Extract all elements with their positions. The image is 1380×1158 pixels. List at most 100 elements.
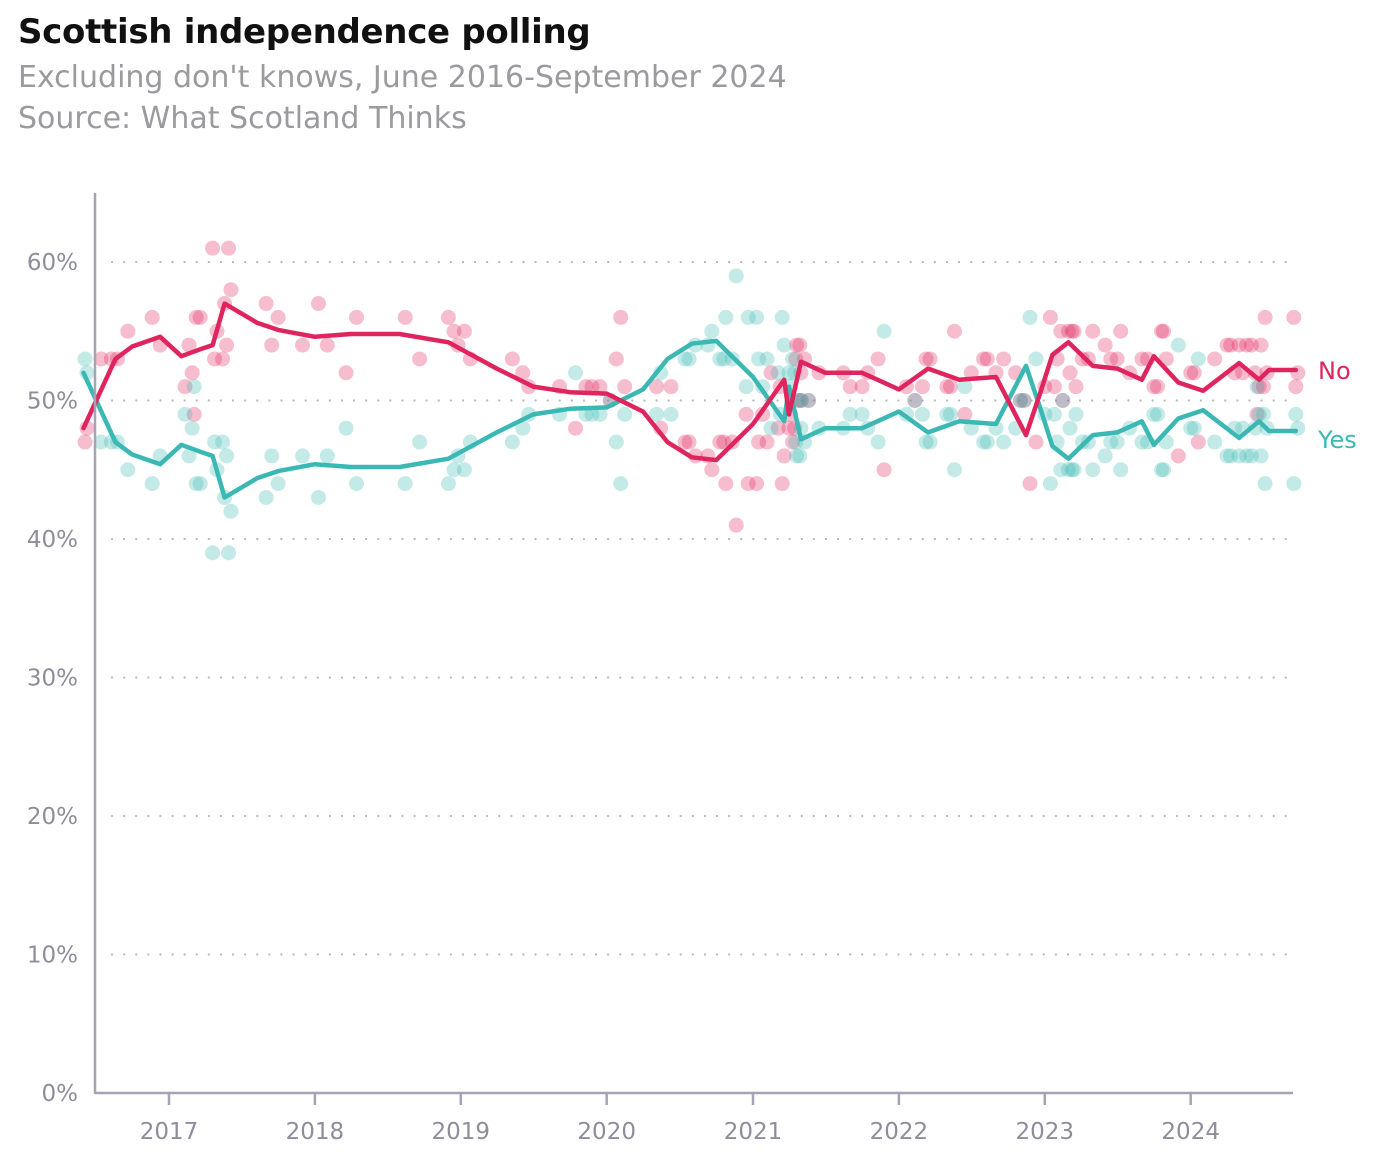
poll-point-yes (907, 393, 923, 408)
poll-point-no (1257, 309, 1273, 325)
poll-point-yes (976, 434, 992, 450)
poll-point-yes (144, 476, 160, 492)
poll-point-no (1154, 323, 1170, 339)
poll-point-no (258, 296, 274, 312)
poll-point-no (996, 351, 1012, 367)
poll-point-yes (1113, 462, 1129, 478)
poll-point-yes (801, 393, 817, 408)
poll-point-no (1243, 337, 1259, 353)
y-tick-label: 0% (42, 1081, 79, 1107)
y-tick-label: 40% (27, 527, 78, 553)
poll-point-no (1046, 379, 1062, 395)
poll-point-no (918, 351, 934, 367)
poll-point-no (1134, 351, 1150, 367)
poll-point-yes (979, 434, 995, 450)
poll-point-yes (223, 503, 239, 519)
poll-point-no (1012, 393, 1028, 408)
poll-point-yes (1062, 420, 1078, 436)
poll-point-no (177, 379, 193, 395)
poll-point-yes (1154, 462, 1170, 478)
poll-point-no (504, 351, 520, 367)
poll-point-no (412, 351, 428, 367)
poll-point-no (1231, 337, 1247, 353)
poll-point-no (801, 393, 817, 408)
poll-point-yes (922, 434, 938, 450)
poll-point-yes (1170, 337, 1186, 353)
poll-point-yes (842, 406, 858, 422)
y-tick-label: 20% (27, 804, 78, 830)
poll-point-no (1085, 323, 1101, 339)
poll-point-no (1022, 476, 1038, 492)
poll-point-yes (440, 476, 456, 492)
poll-point-no (1150, 379, 1166, 395)
poll-point-no (207, 351, 223, 367)
poll-point-no (677, 434, 693, 450)
poll-point-no (1170, 448, 1186, 464)
poll-point-yes (1012, 393, 1028, 408)
poll-point-no (914, 379, 930, 395)
poll-point-yes (789, 448, 805, 464)
poll-point-no (946, 323, 962, 339)
poll-point-no (1064, 323, 1080, 339)
poll-point-yes (781, 365, 797, 381)
poll-point-no (1186, 365, 1202, 381)
poll-point-yes (870, 434, 886, 450)
poll-point-no (215, 351, 231, 367)
poll-point-yes (584, 406, 600, 422)
x-tick-label: 2022 (870, 1119, 929, 1145)
poll-point-yes (1223, 448, 1239, 464)
poll-point-no (759, 434, 775, 450)
poll-point-no (939, 379, 955, 395)
poll-point-yes (181, 448, 197, 464)
poll-point-no (1016, 393, 1032, 408)
poll-point-no (181, 337, 197, 353)
series-label-no: No (1318, 357, 1351, 385)
poll-point-yes (1239, 448, 1255, 464)
poll-point-no (77, 434, 93, 450)
poll-point-yes (677, 351, 693, 367)
poll-point-no (515, 365, 531, 381)
poll-point-yes (876, 323, 892, 339)
poll-point-yes (728, 268, 744, 284)
poll-point-yes (1146, 406, 1162, 422)
poll-point-yes (319, 448, 335, 464)
poll-point-no (979, 351, 995, 367)
poll-point-no (397, 309, 413, 325)
poll-point-yes (942, 406, 958, 422)
poll-point-no (789, 337, 805, 353)
poll-point-no (1288, 379, 1304, 395)
poll-point-no (1028, 434, 1044, 450)
poll-point-yes (785, 351, 801, 367)
poll-point-yes (939, 406, 955, 422)
poll-point-no (793, 393, 809, 408)
poll-point-yes (759, 351, 775, 367)
poll-point-yes (770, 365, 786, 381)
poll-point-yes (348, 476, 364, 492)
poll-point-yes (704, 323, 720, 339)
poll-point-yes (681, 351, 697, 367)
poll-point-no (957, 406, 973, 422)
poll-point-no (751, 434, 767, 450)
poll-point-yes (592, 406, 608, 422)
poll-point-no (876, 462, 892, 478)
poll-point-no (188, 309, 204, 325)
poll-point-yes (270, 476, 286, 492)
poll-point-yes (456, 462, 472, 478)
poll-point-no (568, 420, 584, 436)
poll-point-yes (258, 489, 274, 505)
axes: 0% 10% 20% 30% 40% 50% 60% 2017 2018 2019 2020 2021… (27, 193, 1293, 1145)
series-label-yes: Yes (1317, 426, 1357, 454)
poll-point-yes (219, 448, 235, 464)
poll-point-no (785, 434, 801, 450)
y-tick-label: 30% (27, 666, 78, 692)
poll-point-no (1060, 323, 1076, 339)
poll-point-no (663, 379, 679, 395)
poll-point-yes (1150, 406, 1166, 422)
poll-point-yes (295, 448, 311, 464)
poll-point-yes (1055, 393, 1071, 408)
poll-point-yes (914, 406, 930, 422)
poll-point-no (223, 282, 239, 298)
poll-point-no (264, 337, 280, 353)
poll-point-no (781, 420, 797, 436)
poll-point-no (1239, 337, 1255, 353)
